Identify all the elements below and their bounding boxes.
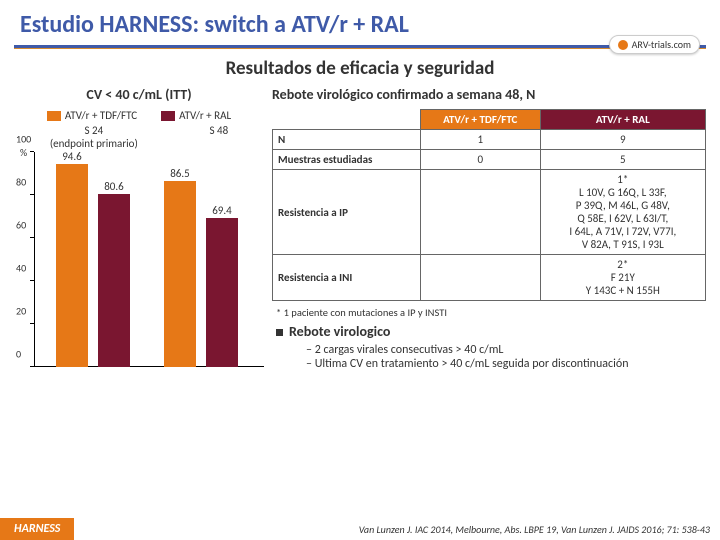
y-tick-label: 20 [16,305,26,318]
citation: Van Lunzen J. IAC 2014, Melbourne, Abs. … [359,523,710,536]
bullet-list: 2 cargas virales consecutivas > 40 c/mLU… [272,343,706,371]
cell: 2* F 21Y Y 143C + N 155H [540,255,705,301]
y-tick-label: 80 [16,176,26,189]
row-label: Resistencia a IP [273,170,421,255]
y-axis [34,152,35,367]
chart-legend: ATV/r + TDF/FTC ATV/r + RAL [14,109,264,122]
bar-chart: % 02040608010094.680.686.569.4 [34,152,264,367]
legend-b: ATV/r + RAL [161,109,231,122]
title-rule: ARV-trials.com [14,45,706,49]
content-row: CV < 40 c/mL (ITT) ATV/r + TDF/FTC ATV/r… [0,86,720,371]
bar: 80.6 [98,194,130,367]
legend-a: ATV/r + TDF/FTC [47,109,137,122]
footnote: * 1 paciente con mutaciones a IP y INSTI [276,306,706,319]
cell: 1* L 10V, G 16Q, L 33F, P 39Q, M 46L, G … [540,170,705,255]
row-label: N [273,130,421,150]
y-tick-label: 100 [16,133,31,146]
bar-value-label: 69.4 [206,204,238,217]
table-row: Muestras estudiadas05 [273,150,706,170]
cell: 5 [540,150,705,170]
table-body: N19Muestras estudiadas05Resistencia a IP… [273,130,706,301]
bar-value-label: 80.6 [98,180,130,193]
cell: 1 [420,130,540,150]
table-row: Resistencia a IP 1* L 10V, G 16Q, L 33F, … [273,170,706,255]
y-tick-label: 60 [16,219,26,232]
y-tick-label: 40 [16,262,26,275]
table-title: Rebote virológico confirmado a semana 48… [272,86,706,103]
left-panel: CV < 40 c/mL (ITT) ATV/r + TDF/FTC ATV/r… [14,86,264,371]
y-tick-label: 0 [16,348,21,361]
swatch-a-icon [47,111,61,121]
bar-value-label: 86.5 [164,167,196,180]
group-2-label: S 48 [209,124,228,150]
results-table: ATV/r + TDF/FTC ATV/r + RAL N19Muestras … [272,109,706,301]
row-label: Muestras estudiadas [273,150,421,170]
cell [420,255,540,301]
bar: 94.6 [56,164,88,367]
logo-pill: ARV-trials.com [609,35,700,54]
table-row: N19 [273,130,706,150]
group-1-label: S 24 (endpoint primario) [50,124,138,150]
percent-symbol: % [20,146,27,159]
square-bullet-icon [276,329,283,336]
study-tag: HARNESS [0,518,74,540]
row-label: Resistencia a INI [273,255,421,301]
cell [420,170,540,255]
right-panel: Rebote virológico confirmado a semana 48… [272,86,706,371]
section-head: Rebote virologico [276,323,706,340]
list-item: 2 cargas virales consecutivas > 40 c/mL [306,343,706,357]
cell: 9 [540,130,705,150]
bar: 86.5 [164,181,196,367]
logo-icon [618,40,628,50]
cell: 0 [420,150,540,170]
swatch-b-icon [161,111,175,121]
logo-text: ARV-trials.com [632,38,691,51]
subtitle: Resultados de eficacia y seguridad [0,57,720,80]
left-panel-title: CV < 40 c/mL (ITT) [14,86,264,103]
col-header-a: ATV/r + TDF/FTC [420,110,540,130]
table-header-row: ATV/r + TDF/FTC ATV/r + RAL [273,110,706,130]
list-item: Ultima CV en tratamiento > 40 c/mL segui… [306,357,706,371]
group-labels: S 24 (endpoint primario) S 48 [14,124,264,150]
bar: 69.4 [206,218,238,367]
col-header-b: ATV/r + RAL [540,110,705,130]
bar-value-label: 94.6 [56,150,88,163]
table-row: Resistencia a INI 2* F 21Y Y 143C + N 155… [273,255,706,301]
